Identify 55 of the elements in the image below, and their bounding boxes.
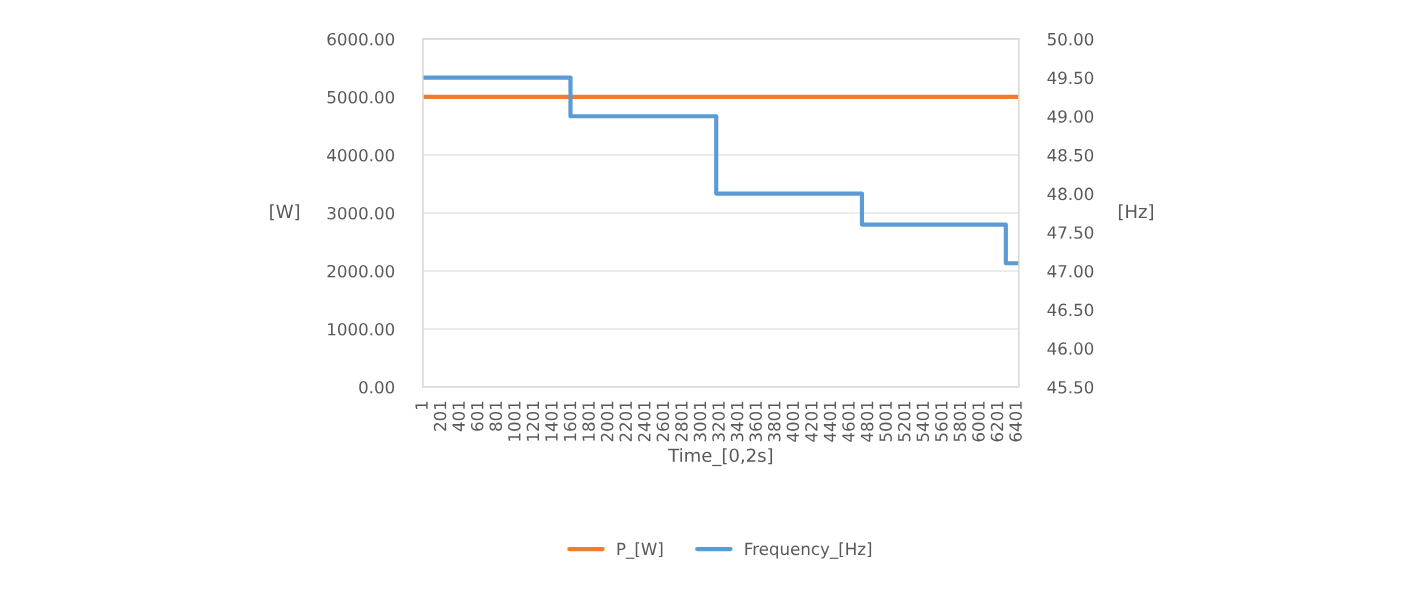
x-tick-label: 1601 — [563, 401, 577, 441]
x-tick-label: 801 — [489, 401, 503, 431]
x-tick-label: 5801 — [953, 401, 967, 442]
y-tick-label: 1000.00 — [328, 322, 395, 336]
x-tick-label: 201 — [433, 401, 447, 431]
y-tick-label: 2000.00 — [327, 264, 395, 278]
x-tick-label: 1201 — [526, 401, 540, 441]
legend-label: P_[W] — [617, 542, 663, 559]
y2-tick-label: 48.50 — [1047, 148, 1094, 162]
x-tick-label: 2801 — [675, 401, 688, 442]
x-tick-label: 4201 — [805, 401, 818, 442]
x-tick-label: 601 — [470, 401, 484, 431]
x-tick-label: 1 — [415, 401, 428, 409]
y-tick-label: 3000.00 — [327, 206, 395, 220]
y2-tick-label: 48.00 — [1047, 187, 1094, 201]
x-tick-label: 3401 — [730, 401, 744, 442]
x-tick-label: 2201 — [619, 401, 633, 442]
x-tick-label: 3001 — [693, 401, 707, 442]
x-tick-label: 4401 — [823, 401, 837, 442]
y-tick-label: 6000.00 — [327, 32, 395, 46]
x-tick-label: 6001 — [972, 401, 985, 442]
x-tick-label: 6401 — [1009, 401, 1022, 442]
y2-tick-label: 50.00 — [1047, 32, 1094, 46]
x-tick-label: 401 — [452, 401, 465, 432]
x-tick-label: 6201 — [990, 401, 1004, 442]
x-tick-label: 3601 — [749, 401, 762, 442]
y2-axis-title: [Hz] — [1118, 204, 1154, 221]
x-tick-label: 1401 — [545, 401, 558, 441]
legend-label: Frequency_[Hz] — [745, 542, 872, 559]
y-tick-label: 0.00 — [359, 380, 395, 394]
x-tick-label: 5201 — [897, 401, 911, 442]
x-tick-label: 5401 — [916, 401, 930, 442]
x-tick-label: 5001 — [879, 401, 892, 442]
y-tick-label: 5000.00 — [327, 90, 395, 104]
x-tick-label: 1801 — [582, 401, 595, 441]
y2-tick-label: 45.50 — [1047, 380, 1094, 394]
y2-tick-label: 46.00 — [1047, 342, 1094, 355]
x-tick-label: 1001 — [508, 401, 521, 441]
x-tick-label: 4601 — [842, 401, 855, 442]
x-tick-label: 5601 — [935, 401, 948, 442]
y-axis-title: [W] — [270, 204, 300, 221]
x-tick-label: 4801 — [860, 401, 874, 442]
y2-tick-label: 46.50 — [1047, 303, 1094, 317]
y2-tick-label: 47.50 — [1047, 226, 1094, 239]
x-tick-label: 4001 — [786, 401, 800, 442]
x-tick-label: 3201 — [712, 401, 725, 442]
y-tick-label: 4000.00 — [327, 148, 395, 162]
y2-tick-label: 49.50 — [1047, 71, 1094, 85]
y2-tick-label: 49.00 — [1047, 110, 1094, 123]
x-tick-label: 2001 — [600, 401, 614, 442]
x-tick-label: 2601 — [656, 401, 670, 442]
y2-tick-label: 47.00 — [1047, 264, 1094, 278]
x-axis-title: Time_[0,2s] — [668, 448, 773, 467]
x-tick-label: 3801 — [767, 401, 781, 442]
x-tick-label: 2401 — [637, 401, 651, 442]
